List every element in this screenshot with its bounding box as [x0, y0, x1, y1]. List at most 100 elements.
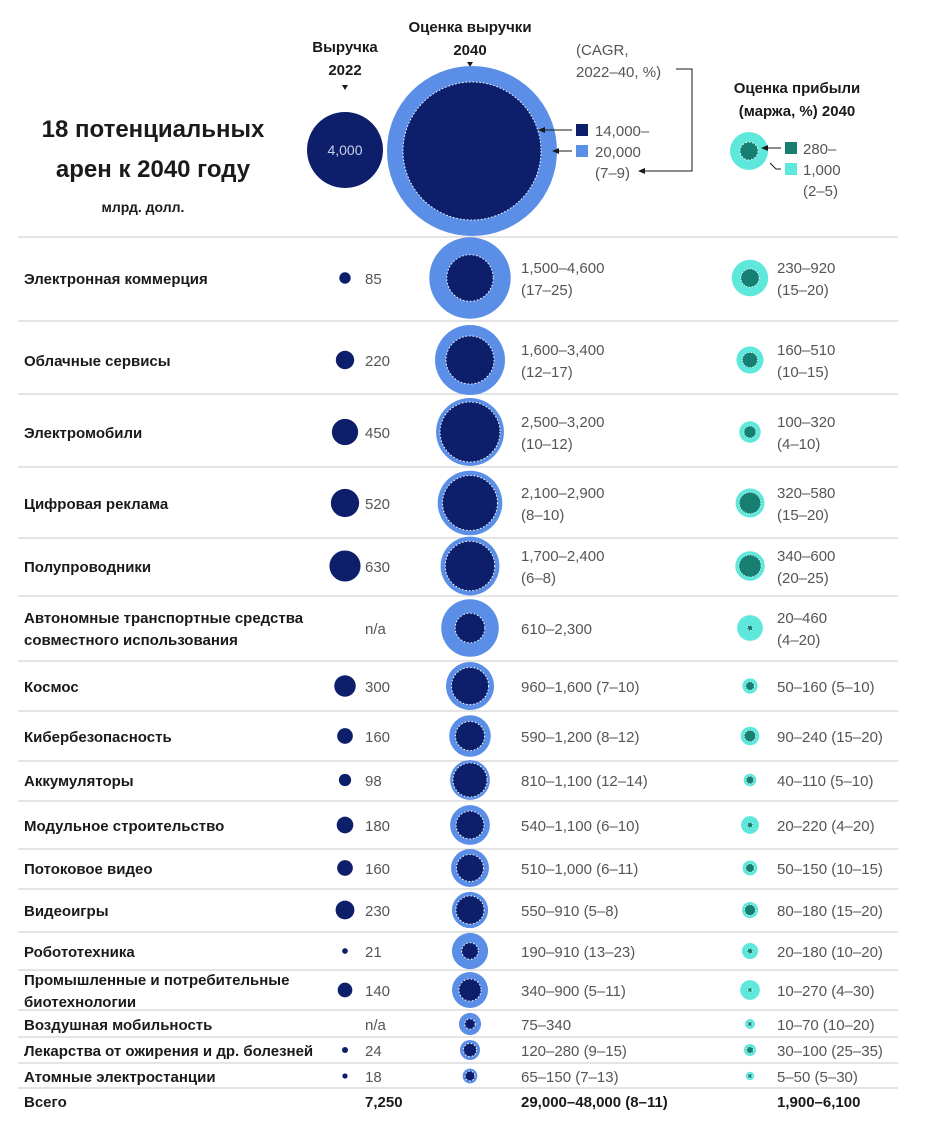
legend-profit-low: 280– [803, 141, 837, 158]
revenue-2022-value: 520 [365, 496, 390, 513]
row-name: Робототехника [24, 944, 135, 961]
row-name: Полупроводники [24, 559, 151, 576]
revenue-2022-value: 140 [365, 983, 390, 1000]
revenue-2040-low-bubble [455, 895, 485, 925]
profit-margin: (15–20) [777, 282, 829, 299]
profit-margin: (4–20) [777, 632, 820, 649]
table-row [341, 1039, 756, 1061]
profit-low-bubble [745, 863, 755, 873]
row-name: Электромобили [24, 425, 142, 442]
table-row [329, 536, 765, 596]
profit-range: 90–240 (15–20) [777, 729, 883, 746]
revenue-2022-bubble [337, 728, 353, 744]
revenue-2040-range: 1,700–2,400 [521, 548, 604, 565]
revenue-2040-low-bubble [444, 540, 496, 592]
profit-low-bubble [745, 681, 755, 691]
revenue-2040-range: 1,600–3,400 [521, 342, 604, 359]
revenue-2040-range: 810–1,100 (12–14) [521, 773, 648, 790]
revenue-2022-bubble [330, 488, 360, 518]
revenue-2040-range: 510–1,000 (6–11) [521, 861, 638, 878]
profit-range: 320–580 [777, 485, 835, 502]
table-row [335, 325, 764, 395]
profit-range: 160–510 [777, 342, 835, 359]
revenue-2022-value: n/a [365, 621, 387, 638]
revenue-2022-value: 160 [365, 861, 390, 878]
profit-low-bubble [746, 624, 754, 632]
profit-range: 20–220 (4–20) [777, 818, 875, 835]
revenue-2040-cagr: (10–12) [521, 436, 573, 453]
table-row [337, 972, 760, 1008]
revenue-2040-range: 610–2,300 [521, 621, 592, 638]
revenue-2040-range: 75–340 [521, 1017, 571, 1034]
col-header-revenue-2022-line2: 2022 [328, 62, 361, 79]
row-name: Модульное строительство [24, 818, 224, 835]
profit-low-bubble [738, 554, 762, 578]
revenue-2040-range: 590–1,200 (8–12) [521, 729, 639, 746]
row-name: Атомные электростанции [24, 1069, 216, 1086]
legend-revenue-2022-bubble [307, 112, 383, 188]
table-row [335, 891, 759, 929]
revenue-2040-low-bubble [464, 1018, 476, 1030]
row-name: Промышленные и потребительные [24, 972, 289, 989]
total-revenue-2022: 7,250 [365, 1094, 403, 1111]
revenue-2040-low-bubble [462, 1042, 478, 1058]
profit-low-bubble [740, 268, 760, 288]
profit-margin: (20–25) [777, 570, 829, 587]
revenue-2022-bubble [334, 675, 356, 697]
row-name: Потоковое видео [24, 861, 153, 878]
profit-range: 20–460 [777, 610, 827, 627]
profit-range: 230–920 [777, 260, 835, 277]
table-row [330, 470, 765, 536]
revenue-2022-value: 85 [365, 271, 382, 288]
revenue-2022-value: 300 [365, 679, 390, 696]
row-name: Видеоигры [24, 903, 109, 920]
col-header-profit-line2: (маржа, %) 2040 [739, 103, 856, 120]
revenue-2040-cagr: (12–17) [521, 364, 573, 381]
revenue-2040-low-bubble [455, 810, 485, 840]
row-name: Воздушная мобильность [24, 1017, 212, 1034]
profit-range: 5–50 (5–30) [777, 1069, 858, 1086]
revenue-2022-bubble [329, 550, 361, 582]
legend-swatch-profit-low [785, 142, 797, 154]
row-name: Кибербезопасность [24, 729, 172, 746]
row-name: Аккумуляторы [24, 773, 134, 790]
revenue-2022-value: 98 [365, 773, 382, 790]
pointer-arrow-icon [552, 148, 559, 154]
profit-range: 30–100 (25–35) [777, 1043, 883, 1060]
revenue-2022-bubble [335, 900, 355, 920]
pointer-arrow-icon [538, 127, 545, 133]
revenue-2022-value: 450 [365, 425, 390, 442]
pointer-arrow-icon [467, 62, 473, 67]
revenue-2040-low-bubble [464, 1070, 476, 1082]
revenue-2022-bubble [331, 418, 359, 446]
pointer-arrow-icon [761, 145, 768, 151]
profit-low-bubble [746, 947, 754, 955]
page-title-line2: арен к 2040 году [56, 156, 251, 183]
revenue-2022-bubble [335, 350, 355, 370]
legend-revenue-2040-high: 20,000 [595, 144, 641, 161]
cagr-note-line2: 2022–40, %) [576, 64, 661, 81]
revenue-2040-range: 550–910 (5–8) [521, 903, 619, 920]
profit-range: 50–150 (10–15) [777, 861, 883, 878]
revenue-2022-value: 220 [365, 353, 390, 370]
profit-low-bubble [747, 987, 753, 993]
revenue-2022-value: 230 [365, 903, 390, 920]
profit-low-bubble [747, 1021, 753, 1027]
revenue-2040-range: 960–1,600 (7–10) [521, 679, 639, 696]
profit-range: 40–110 (5–10) [777, 773, 873, 790]
table-row [337, 715, 760, 757]
profit-low-bubble [746, 1046, 754, 1054]
profit-low-bubble [745, 775, 755, 785]
pointer-arrow-icon [638, 168, 645, 174]
total-profit: 1,900–6,100 [777, 1094, 860, 1111]
col-header-revenue-2022-line1: Выручка [312, 39, 378, 56]
revenue-2040-low-bubble [461, 942, 479, 960]
pointer-arrow-icon [342, 85, 348, 90]
revenue-2040-low-bubble [446, 254, 494, 302]
revenue-2022-value: 630 [365, 559, 390, 576]
legend-profit-low-bubble [739, 141, 759, 161]
revenue-2022-bubble [337, 860, 353, 876]
profit-low-bubble [743, 729, 757, 743]
legend-revenue-2022-value: 4,000 [327, 142, 362, 158]
